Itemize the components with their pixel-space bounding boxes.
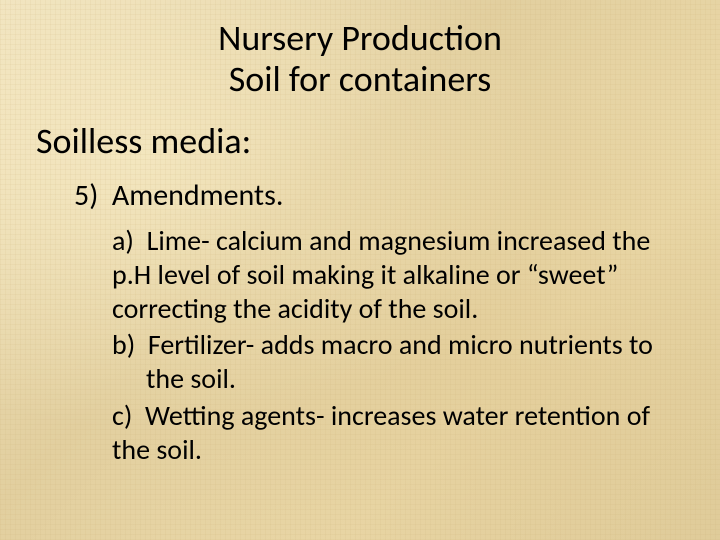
subtitle: Soilless media: (36, 119, 686, 163)
lettered-marker-a: a) (112, 223, 134, 258)
lettered-marker-b: b) (112, 327, 135, 362)
lettered-text-c: Wetting agents- increases water retentio… (112, 398, 650, 467)
numbered-text: Amendments. (112, 177, 284, 214)
lettered-text-b: Fertilizer- adds macro and micro nutrien… (146, 327, 653, 396)
lettered-marker-c: c) (112, 398, 132, 433)
lettered-list: a) Lime- calcium and magnesium increased… (112, 224, 676, 467)
numbered-marker: 5) (74, 177, 98, 214)
lettered-text-a: Lime- calcium and magnesium increased th… (112, 223, 650, 326)
title-line-2: Soil for containers (34, 59, 686, 100)
slide: Nursery Production Soil for containers S… (0, 0, 720, 540)
lettered-item-c: c) Wetting agents- increases water reten… (112, 399, 676, 467)
title-line-1: Nursery Production (34, 18, 686, 59)
title-block: Nursery Production Soil for containers (34, 18, 686, 101)
lettered-item-b: b) Fertilizer- adds macro and micro nutr… (112, 328, 676, 396)
numbered-item: 5) Amendments. (74, 177, 686, 214)
lettered-item-a: a) Lime- calcium and magnesium increased… (112, 224, 676, 326)
